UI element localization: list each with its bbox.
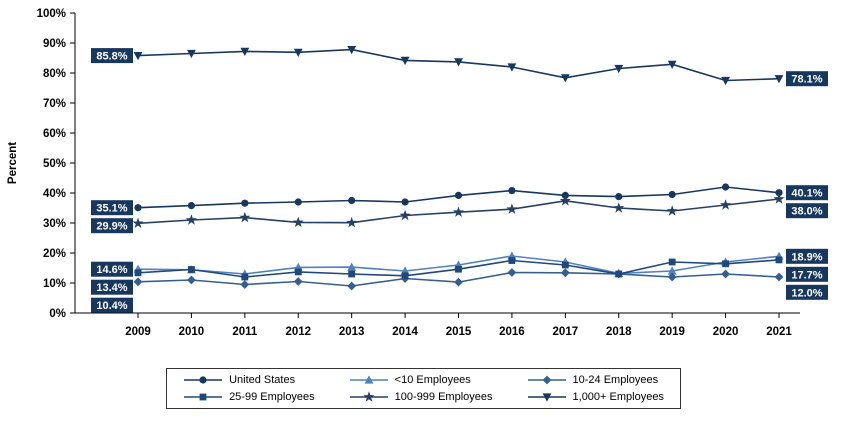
data-label: 10.4% (91, 297, 133, 313)
data-label: 29.9% (91, 218, 133, 234)
svg-text:2019: 2019 (659, 326, 685, 338)
svg-text:80%: 80% (43, 68, 66, 80)
data-label: 17.7% (786, 266, 828, 282)
data-label: 18.9% (786, 248, 828, 264)
circle-marker-icon (184, 376, 223, 384)
data-label: 12.0% (786, 284, 828, 300)
svg-text:100%: 100% (37, 8, 66, 20)
series-10-24-employees (133, 268, 784, 291)
svg-text:2016: 2016 (499, 326, 525, 338)
svg-text:18.9%: 18.9% (791, 251, 822, 263)
legend-item-10-employees: <10 Employees (349, 373, 493, 387)
series-united-states (134, 183, 783, 212)
svg-text:30%: 30% (43, 218, 66, 230)
legend-item-25-99-employees: 25-99 Employees (183, 390, 315, 404)
svg-text:60%: 60% (43, 128, 66, 140)
triangle-down-marker-icon (527, 393, 566, 402)
svg-text:13.4%: 13.4% (96, 282, 127, 294)
svg-text:2015: 2015 (446, 326, 472, 338)
svg-text:2012: 2012 (285, 326, 311, 338)
series-1-000-employees (133, 46, 784, 86)
svg-text:2021: 2021 (766, 326, 792, 338)
svg-text:35.1%: 35.1% (96, 203, 127, 215)
svg-text:70%: 70% (43, 98, 66, 110)
svg-text:29.9%: 29.9% (96, 221, 127, 233)
data-label: 13.4% (91, 279, 133, 295)
svg-text:90%: 90% (43, 38, 66, 50)
legend-label: 25-99 Employees (229, 391, 315, 403)
svg-text:14.6%: 14.6% (96, 264, 127, 276)
data-label: 35.1% (91, 200, 133, 216)
legend-item-united-states: United States (183, 373, 315, 387)
svg-text:2013: 2013 (339, 326, 365, 338)
svg-text:85.8%: 85.8% (96, 51, 127, 63)
svg-text:40%: 40% (43, 188, 66, 200)
legend-item-10-24-employees: 10-24 Employees (527, 373, 664, 387)
triangle-up-marker-icon (349, 375, 388, 384)
chart-svg: 0% 10% 20% 30% 40% 50% 60% 70% 80% 90% 100% 2009 201… (7, 8, 828, 338)
svg-text:2018: 2018 (606, 326, 632, 338)
svg-text:40.1%: 40.1% (791, 188, 822, 200)
svg-text:12.0%: 12.0% (791, 287, 822, 299)
svg-text:2009: 2009 (125, 326, 151, 338)
svg-text:10%: 10% (43, 278, 66, 290)
data-label: 38.0% (786, 203, 828, 219)
series-100-999-employees (132, 193, 785, 228)
data-label: 85.8% (91, 48, 133, 64)
diamond-marker-icon (527, 375, 566, 385)
series-25-99-employees (134, 256, 783, 281)
svg-text:2014: 2014 (392, 326, 418, 338)
svg-text:50%: 50% (43, 158, 66, 170)
legend-label: 1,000+ Employees (572, 391, 664, 403)
legend-label: 10-24 Employees (572, 374, 659, 386)
svg-text:2011: 2011 (232, 326, 258, 338)
legend-item-100-999-employees: 100-999 Employees (349, 390, 493, 404)
svg-text:10.4%: 10.4% (96, 300, 127, 312)
data-label: 14.6% (91, 261, 133, 277)
data-label: 78.1% (786, 71, 828, 87)
series--10-employees (133, 251, 784, 278)
svg-text:2010: 2010 (179, 326, 205, 338)
legend-label: 100-999 Employees (394, 391, 493, 403)
data-label: 40.1% (786, 185, 828, 201)
svg-text:Percent: Percent (7, 142, 19, 184)
star-marker-icon (349, 391, 388, 402)
svg-text:2020: 2020 (713, 326, 739, 338)
svg-text:0%: 0% (49, 308, 66, 320)
svg-text:78.1%: 78.1% (791, 74, 822, 86)
legend-label: United States (229, 374, 296, 386)
svg-text:20%: 20% (43, 248, 66, 260)
square-marker-icon (184, 393, 223, 401)
legend-label: <10 Employees (394, 374, 471, 386)
svg-text:2017: 2017 (553, 326, 579, 338)
svg-text:17.7%: 17.7% (791, 269, 822, 281)
svg-text:38.0%: 38.0% (791, 206, 822, 218)
legend-item-1-000-employees: 1,000+ Employees (527, 390, 664, 404)
chart-legend: United States <10 Employees 10-24 Employee… (166, 368, 681, 409)
